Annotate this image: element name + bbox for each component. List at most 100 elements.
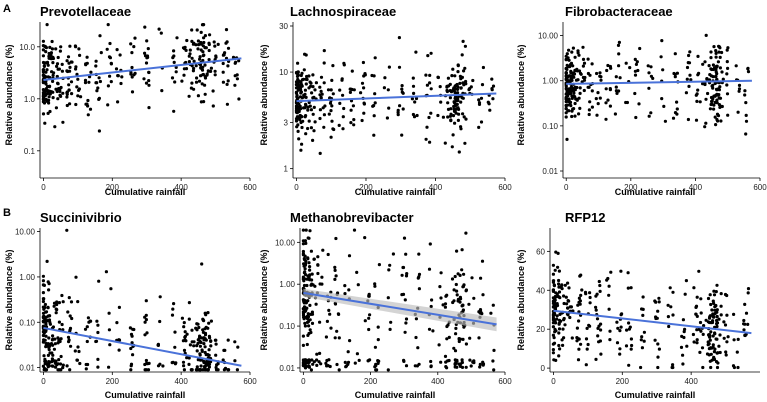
data-point xyxy=(304,82,308,86)
data-point xyxy=(349,87,353,91)
data-point xyxy=(310,272,314,276)
data-point xyxy=(633,57,637,62)
data-point xyxy=(307,261,311,265)
data-point xyxy=(618,347,622,351)
data-point xyxy=(468,336,472,340)
data-point xyxy=(563,283,567,287)
data-point xyxy=(684,279,689,283)
data-point xyxy=(366,359,370,363)
data-point xyxy=(322,81,326,85)
data-point xyxy=(629,337,634,341)
data-point xyxy=(557,321,561,325)
data-point xyxy=(400,87,404,91)
data-point xyxy=(566,64,570,69)
data-point xyxy=(318,85,322,89)
data-point xyxy=(404,274,409,278)
data-point xyxy=(564,71,568,75)
data-point xyxy=(335,329,339,333)
data-point xyxy=(746,322,750,326)
data-point xyxy=(605,68,609,73)
data-point xyxy=(68,328,72,332)
data-point xyxy=(143,320,147,324)
data-point xyxy=(194,326,198,330)
data-point xyxy=(460,358,464,362)
data-point xyxy=(653,338,657,342)
data-point xyxy=(698,100,702,104)
data-point xyxy=(712,107,716,111)
data-point xyxy=(455,102,459,106)
data-point xyxy=(443,354,448,358)
data-point xyxy=(604,117,608,121)
data-point xyxy=(129,346,133,351)
data-point xyxy=(572,75,576,79)
data-point xyxy=(209,69,213,73)
y-tick-label: 0.10 xyxy=(542,122,558,131)
data-point xyxy=(567,91,571,96)
data-point xyxy=(462,283,466,287)
data-point xyxy=(61,363,65,367)
data-point xyxy=(69,344,73,348)
data-point xyxy=(385,116,389,120)
data-point xyxy=(464,365,468,369)
data-point xyxy=(715,324,719,329)
data-point xyxy=(333,336,337,340)
data-point xyxy=(321,248,325,252)
data-point xyxy=(48,351,52,355)
data-point xyxy=(68,102,72,106)
data-point xyxy=(372,74,376,78)
data-point xyxy=(304,273,308,277)
data-point xyxy=(157,27,161,31)
data-point xyxy=(734,64,738,68)
y-tick-label: 60 xyxy=(536,247,545,256)
data-point xyxy=(454,332,458,336)
data-point xyxy=(564,295,568,299)
data-point xyxy=(687,61,692,65)
data-point xyxy=(207,365,211,369)
data-point xyxy=(203,327,207,331)
data-point xyxy=(315,358,319,362)
data-point xyxy=(312,360,316,364)
data-point xyxy=(46,353,51,357)
data-point xyxy=(175,36,179,40)
data-point xyxy=(372,133,376,137)
x-tick-label: 200 xyxy=(624,183,638,192)
data-point xyxy=(171,56,175,60)
data-point xyxy=(46,342,50,346)
data-point xyxy=(309,126,313,130)
data-point xyxy=(561,327,565,331)
data-point xyxy=(596,102,600,106)
data-point xyxy=(666,315,671,319)
panel-title: Succinivibrio xyxy=(40,210,122,225)
data-point xyxy=(649,74,654,78)
data-point xyxy=(708,314,712,318)
data-point xyxy=(304,132,308,136)
x-tick-label: 600 xyxy=(498,377,512,386)
data-point xyxy=(402,236,407,240)
data-point xyxy=(463,44,467,48)
data-point xyxy=(344,365,348,369)
data-point xyxy=(687,84,691,88)
data-point xyxy=(192,344,196,348)
data-point xyxy=(214,365,218,370)
data-point xyxy=(57,67,62,71)
data-point xyxy=(478,365,482,369)
data-point xyxy=(608,338,612,342)
data-point xyxy=(198,57,202,61)
x-tick-label: 400 xyxy=(431,377,445,386)
data-point xyxy=(313,120,317,124)
data-point xyxy=(225,102,229,106)
data-point xyxy=(309,84,313,88)
data-point xyxy=(174,70,178,74)
data-point xyxy=(564,100,568,104)
data-point xyxy=(743,93,747,97)
data-point xyxy=(108,74,112,78)
data-point xyxy=(491,97,495,101)
data-point xyxy=(683,327,687,331)
data-point xyxy=(439,100,443,104)
data-point xyxy=(337,336,341,340)
data-point xyxy=(718,66,723,70)
data-point xyxy=(635,60,639,64)
y-tick-label: 1.00 xyxy=(279,280,295,289)
data-point xyxy=(732,312,736,316)
data-point xyxy=(61,366,65,370)
